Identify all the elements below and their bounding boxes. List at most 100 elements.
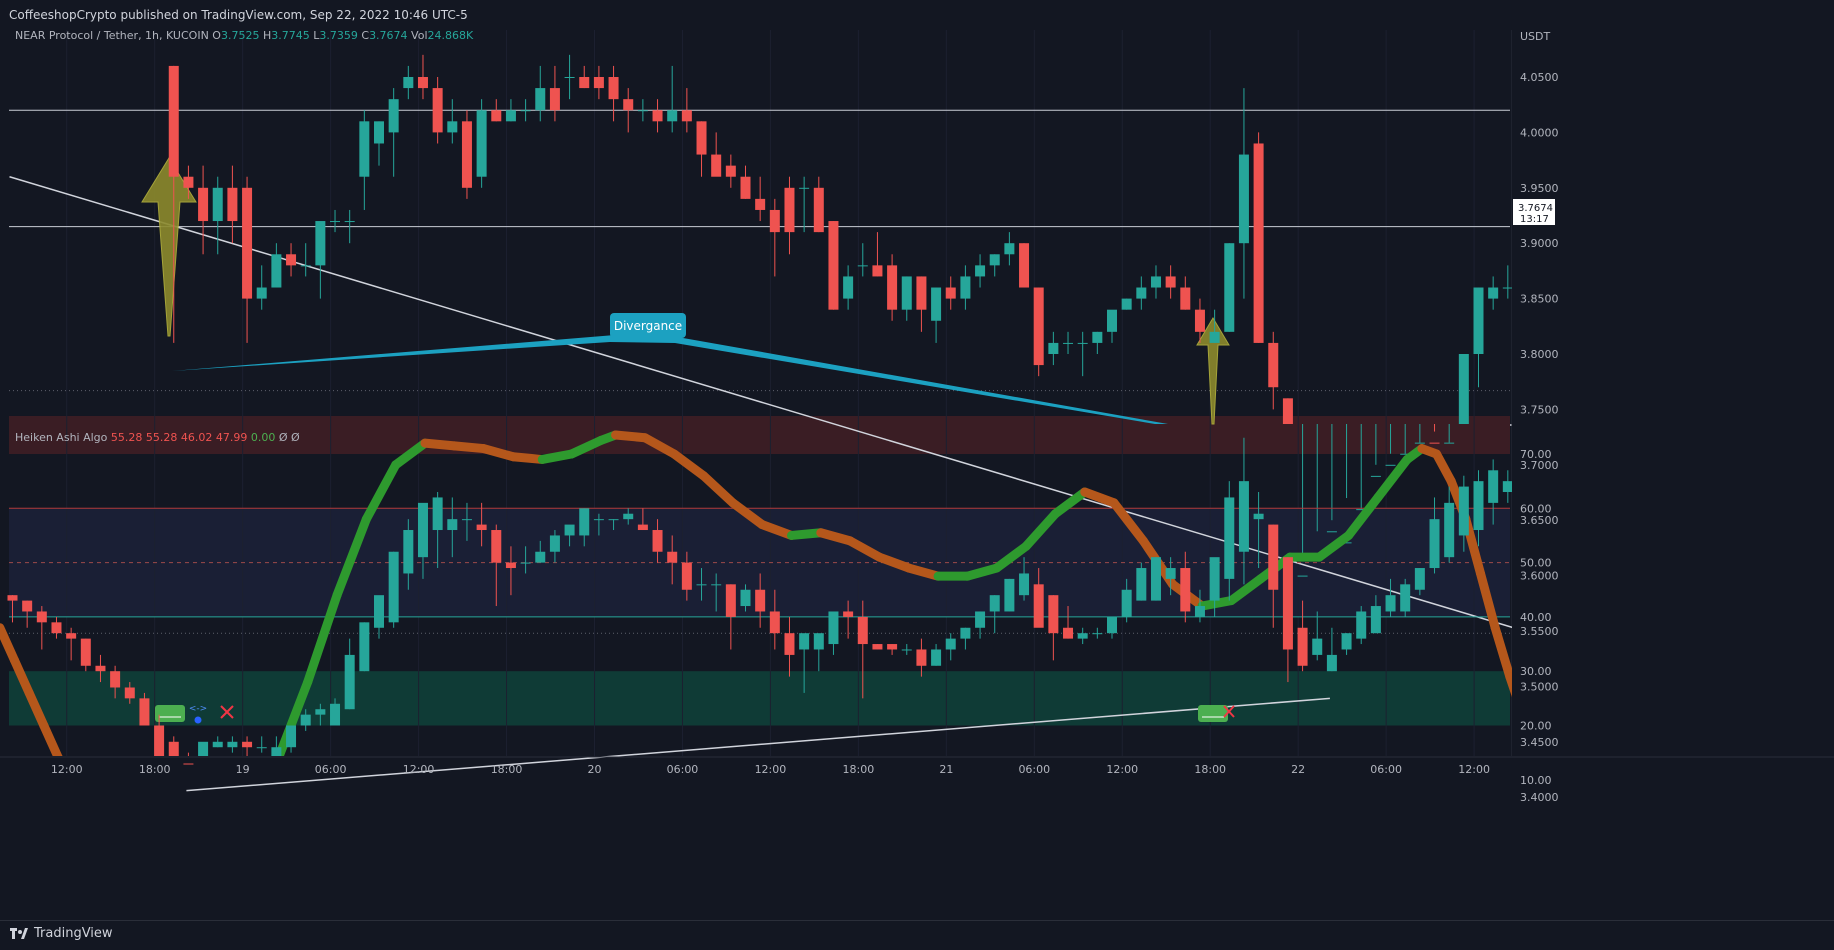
candle[interactable] (828, 611, 839, 655)
candle[interactable] (1312, 611, 1323, 661)
candle[interactable] (1019, 557, 1030, 601)
candle[interactable] (1253, 492, 1264, 569)
candle[interactable] (549, 65, 560, 122)
candle[interactable] (916, 276, 927, 332)
candle[interactable] (1341, 424, 1352, 544)
candle[interactable] (374, 121, 384, 166)
candle[interactable] (769, 589, 780, 650)
candle[interactable] (139, 692, 150, 726)
candle[interactable] (286, 243, 297, 277)
candle[interactable] (843, 600, 854, 639)
candle[interactable] (1444, 486, 1455, 563)
candle[interactable] (1048, 595, 1059, 661)
candle[interactable] (1077, 627, 1088, 645)
candle[interactable] (945, 633, 956, 661)
candle[interactable] (344, 209, 355, 244)
candle[interactable] (1429, 497, 1440, 574)
candle[interactable] (1224, 481, 1235, 601)
candle[interactable] (1502, 265, 1513, 299)
candle[interactable] (975, 254, 986, 288)
candle[interactable] (916, 638, 927, 677)
candle[interactable] (1473, 470, 1484, 547)
candle[interactable] (711, 132, 722, 177)
candle[interactable] (432, 77, 443, 144)
candle[interactable] (813, 176, 824, 233)
candle[interactable] (696, 121, 707, 177)
candle[interactable] (198, 165, 209, 255)
candle[interactable] (1033, 568, 1044, 628)
candle[interactable] (198, 741, 209, 756)
candle[interactable] (1136, 562, 1147, 601)
candle[interactable] (388, 88, 399, 177)
candle[interactable] (374, 595, 384, 639)
candle[interactable] (828, 221, 839, 310)
candle[interactable] (857, 243, 868, 277)
candle[interactable] (1019, 243, 1030, 288)
candle[interactable] (1253, 132, 1264, 343)
candle[interactable] (22, 600, 33, 628)
candle[interactable] (1400, 424, 1411, 455)
candle[interactable] (1165, 265, 1176, 299)
candle[interactable] (1136, 276, 1147, 310)
candle[interactable] (242, 736, 253, 756)
candle[interactable] (1473, 287, 1484, 388)
candle[interactable] (740, 165, 751, 199)
candle[interactable] (681, 551, 692, 601)
candle[interactable] (110, 665, 121, 699)
candle[interactable] (652, 519, 663, 563)
candle[interactable] (315, 703, 326, 726)
candle[interactable] (960, 627, 971, 650)
candle[interactable] (843, 265, 854, 310)
candle[interactable] (1488, 459, 1499, 525)
candle[interactable] (872, 644, 883, 650)
candle[interactable] (66, 627, 77, 661)
candle[interactable] (359, 110, 370, 210)
candle[interactable] (989, 254, 1000, 277)
candle[interactable] (887, 644, 898, 655)
candle[interactable] (1326, 627, 1337, 672)
candle[interactable] (80, 638, 91, 672)
candle[interactable] (1063, 331, 1074, 354)
candle[interactable] (667, 65, 678, 133)
candle[interactable] (1400, 578, 1411, 617)
candle[interactable] (520, 546, 531, 574)
candle[interactable] (286, 725, 297, 753)
candle[interactable] (271, 736, 282, 756)
candle[interactable] (593, 513, 604, 536)
candle[interactable] (1209, 557, 1220, 617)
candle[interactable] (183, 752, 194, 765)
candle[interactable] (740, 584, 751, 612)
candle[interactable] (1180, 276, 1191, 310)
candle[interactable] (212, 176, 223, 255)
candle[interactable] (711, 573, 722, 612)
candle[interactable] (1458, 354, 1469, 424)
candle[interactable] (1121, 298, 1132, 310)
candle[interactable] (212, 736, 223, 748)
candle[interactable] (1033, 287, 1044, 377)
candle[interactable] (1121, 578, 1132, 623)
candle[interactable] (725, 154, 736, 188)
oscillator-candles[interactable] (7, 437, 1557, 765)
candle[interactable] (931, 287, 942, 343)
candle[interactable] (7, 595, 18, 623)
candle[interactable] (154, 714, 165, 756)
candle[interactable] (564, 524, 575, 547)
candle[interactable] (696, 568, 707, 601)
candle[interactable] (1238, 437, 1249, 585)
candle[interactable] (1429, 424, 1440, 444)
candle[interactable] (1385, 578, 1396, 617)
candle[interactable] (417, 502, 428, 579)
candle[interactable] (1502, 470, 1513, 503)
candle[interactable] (931, 644, 942, 666)
candle[interactable] (124, 682, 135, 704)
candle[interactable] (887, 254, 898, 321)
candle[interactable] (1414, 568, 1425, 596)
candle[interactable] (637, 99, 648, 122)
candle[interactable] (432, 492, 443, 569)
candle[interactable] (564, 54, 575, 100)
candle[interactable] (1458, 475, 1469, 552)
candle[interactable] (1209, 309, 1220, 343)
candle[interactable] (608, 519, 619, 531)
candle[interactable] (681, 88, 692, 133)
